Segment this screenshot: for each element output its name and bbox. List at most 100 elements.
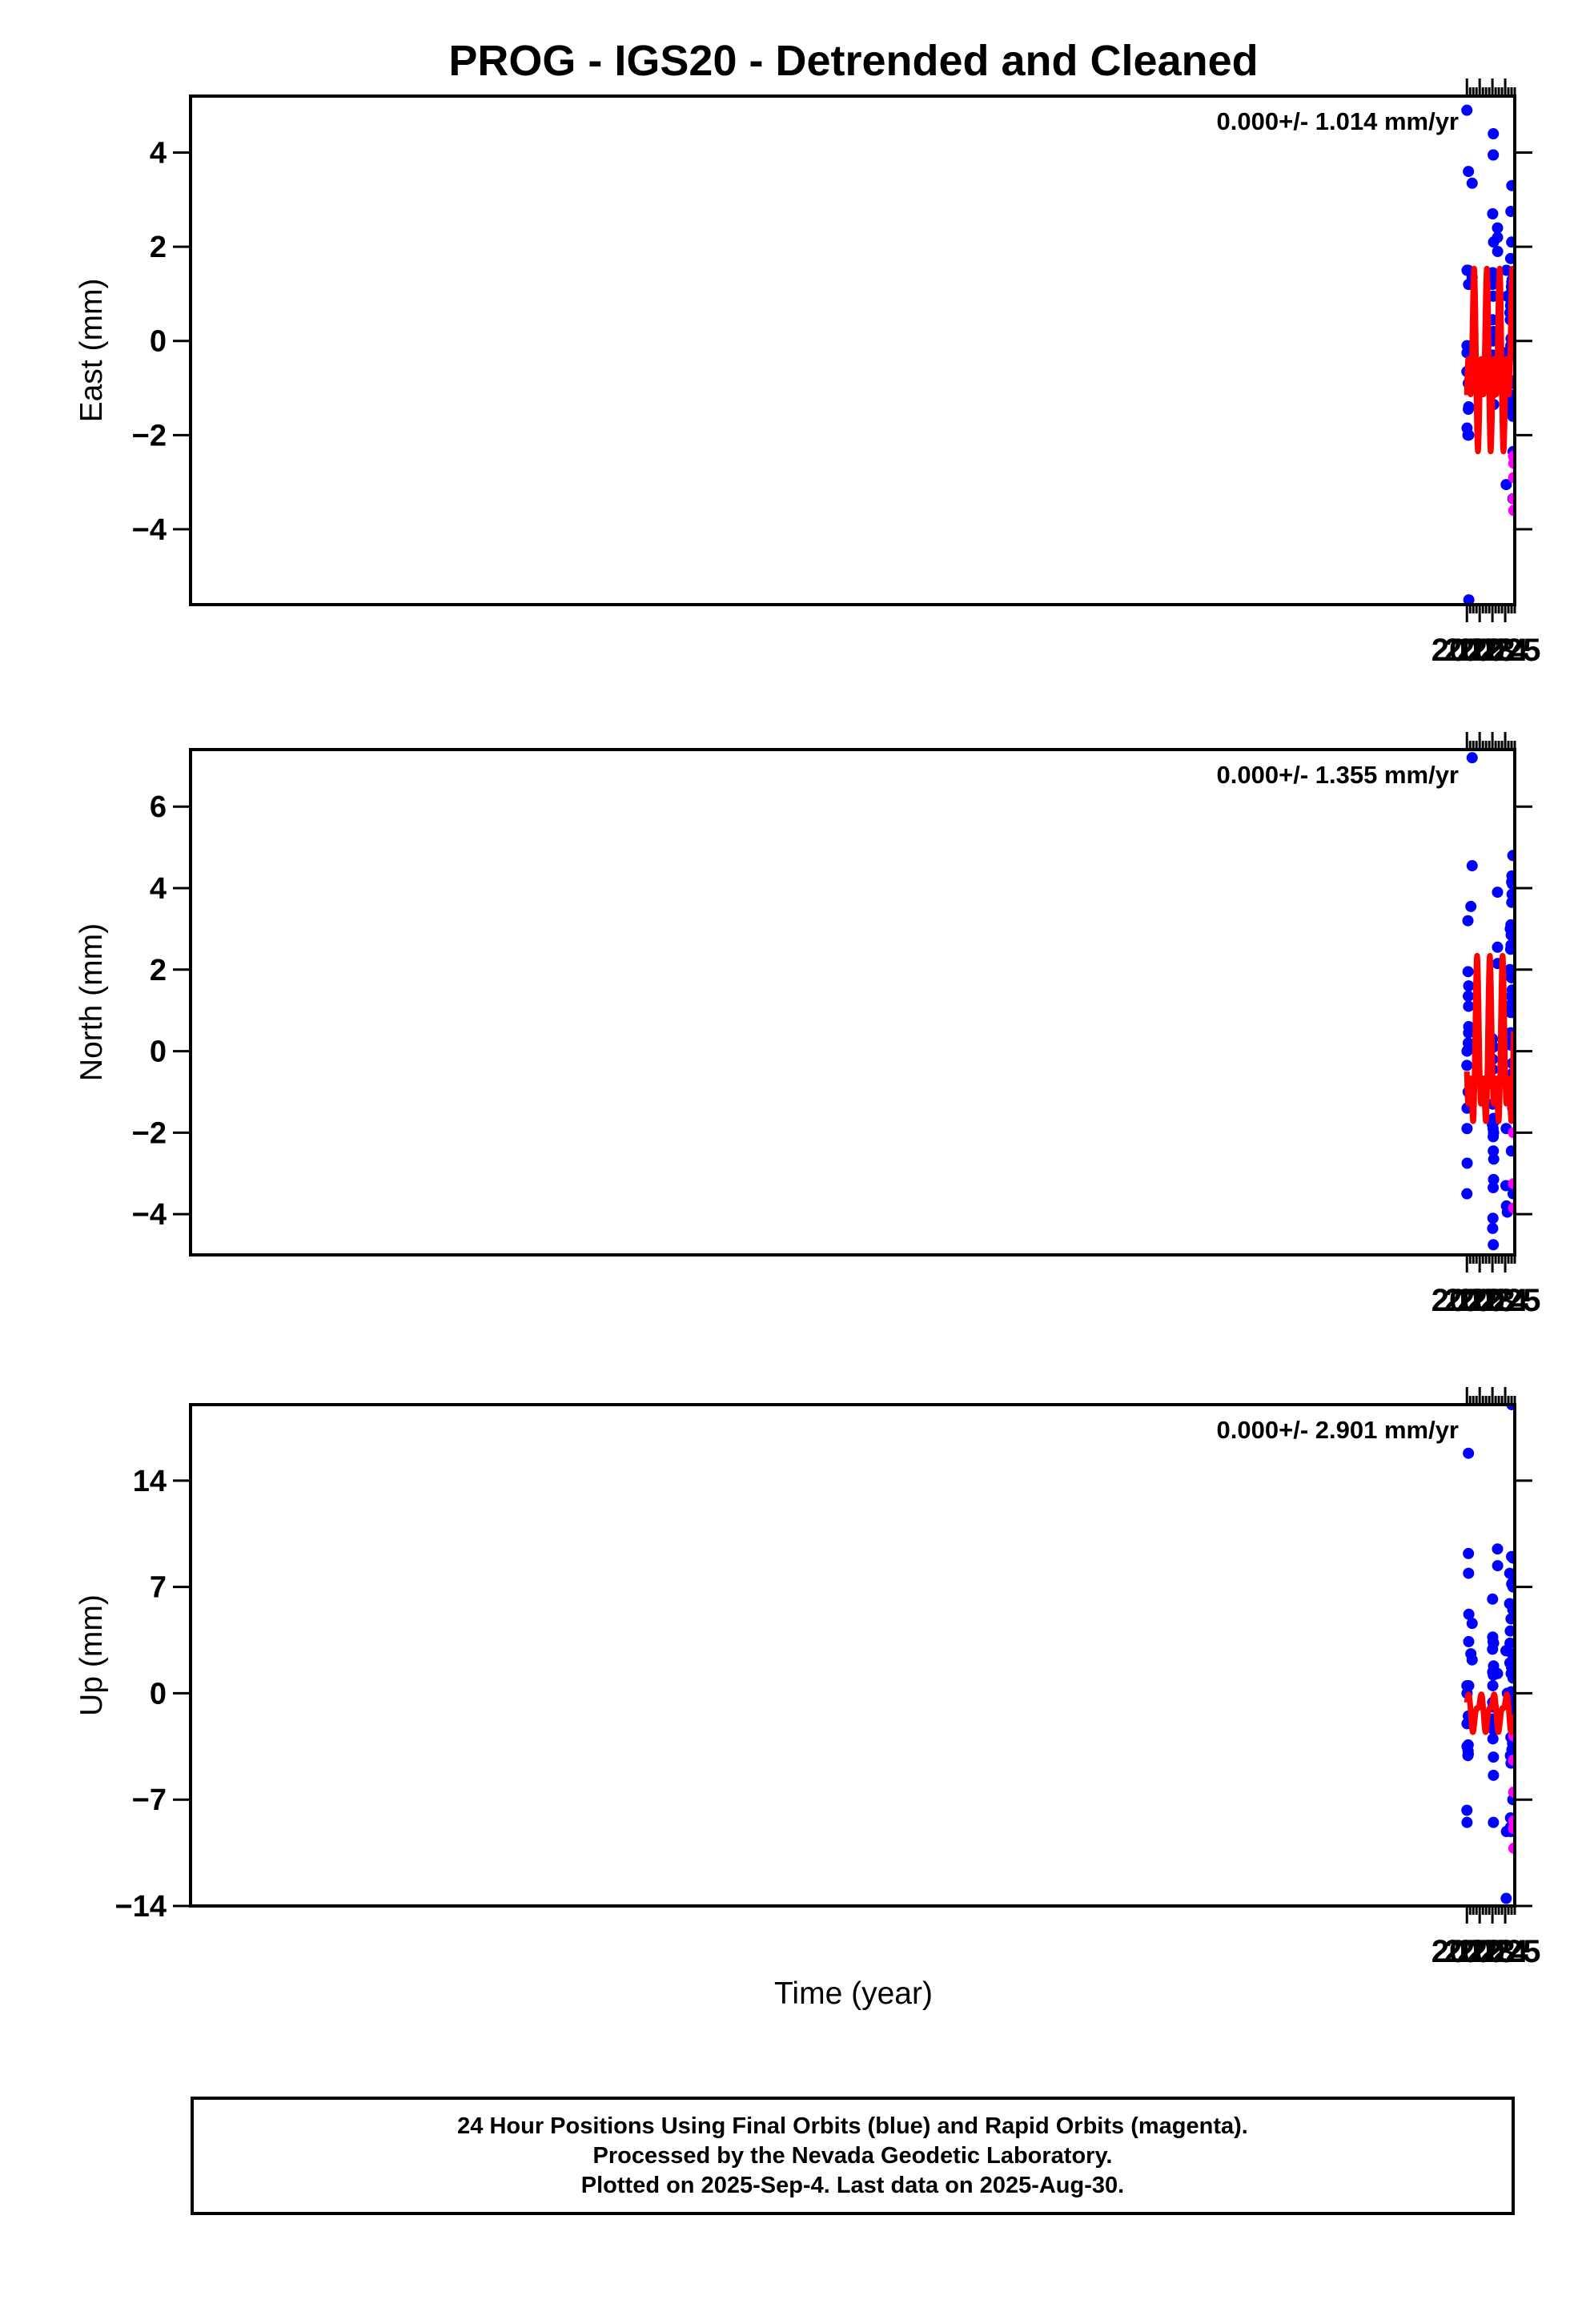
data-point [1488, 1816, 1500, 1828]
plot-frame [189, 1403, 1516, 1908]
data-point [1488, 149, 1500, 161]
y-axis-label: Up (mm) [74, 1594, 109, 1716]
data-point [1463, 980, 1475, 992]
y-tick-label: 2 [150, 231, 167, 264]
data-point [1462, 966, 1474, 978]
data-point [1463, 166, 1475, 178]
data-point [1506, 1648, 1515, 1660]
data-point [1487, 1222, 1499, 1234]
footer-line-3: Plotted on 2025-Sep-4. Last data on 2025… [580, 2172, 1125, 2198]
data-point [1463, 1567, 1475, 1579]
x-axis-label: Time (year) [774, 1976, 933, 2011]
data-point [1492, 246, 1504, 258]
data-point [1463, 990, 1475, 1002]
footer-line-1: 24 Hour Positions Using Final Orbits (bl… [457, 2113, 1248, 2139]
data-point [1487, 1733, 1499, 1745]
data-point [1487, 1212, 1499, 1224]
data-point [1463, 1447, 1475, 1459]
data-point [1488, 1127, 1500, 1139]
y-axis-label: North (mm) [74, 923, 109, 1081]
data-point [1508, 1786, 1515, 1798]
data-point [1462, 1739, 1474, 1751]
x-tick-label: 2024 [1457, 1283, 1529, 1318]
seasonal-model-curve [1464, 953, 1515, 1124]
data-point [1487, 207, 1499, 219]
data-point [1507, 410, 1515, 422]
data-point [1508, 1127, 1515, 1139]
x-tick-label: 2022 [1431, 1283, 1503, 1318]
x-tick-label: 2025 [1470, 633, 1541, 668]
data-point [1492, 941, 1504, 953]
seasonal-model-curve [1464, 265, 1515, 455]
figure-title: PROG - IGS20 - Detrended and Cleaned [448, 37, 1258, 85]
data-point [1504, 1637, 1515, 1649]
data-point [1466, 860, 1478, 872]
data-point [1507, 1672, 1515, 1684]
y-tick-label: 2 [150, 954, 167, 987]
x-tick-label: 2023 [1444, 1934, 1516, 1969]
data-point [1505, 206, 1515, 218]
data-point [1507, 1007, 1515, 1019]
x-tick-label: 2025 [1470, 1283, 1541, 1318]
data-point [1505, 939, 1515, 951]
rate-annotation: 0.000+/- 1.014 mm/yr [1217, 107, 1459, 135]
rate-annotation: 0.000+/- 2.901 mm/yr [1217, 1416, 1459, 1444]
data-point [1463, 401, 1475, 413]
data-point [1488, 1769, 1500, 1781]
data-point [1488, 1637, 1500, 1649]
y-tick-label: 6 [150, 790, 167, 824]
x-tick-label: 2023 [1444, 1283, 1516, 1318]
y-tick-label: 14 [133, 1465, 167, 1498]
data-point [1466, 752, 1478, 764]
data-point [1461, 1123, 1473, 1135]
data-point [1488, 1153, 1500, 1165]
data-point [1500, 1892, 1512, 1904]
y-tick-label: −4 [132, 1198, 167, 1232]
data-point [1463, 1608, 1475, 1620]
data-point [1488, 1173, 1500, 1185]
plot-frame [189, 748, 1516, 1256]
footer-line-2: Processed by the Nevada Geodetic Laborat… [592, 2142, 1113, 2169]
plot-area [1461, 752, 1515, 1251]
y-tick-label: 7 [150, 1571, 167, 1605]
y-tick-label: 0 [150, 1035, 167, 1069]
data-point [1507, 878, 1515, 890]
data-point [1506, 984, 1515, 996]
data-point [1506, 1660, 1515, 1672]
data-point [1461, 1059, 1473, 1072]
x-tick-label: 2024 [1457, 1934, 1529, 1969]
data-point [1488, 1182, 1500, 1194]
y-tick-label: 0 [150, 1677, 167, 1711]
data-point [1463, 1021, 1475, 1033]
rate-annotation: 0.000+/- 1.355 mm/yr [1217, 761, 1459, 789]
data-point [1508, 472, 1515, 484]
data-point [1492, 222, 1504, 234]
plot-area [1461, 1405, 1515, 1904]
data-point [1507, 1604, 1515, 1616]
y-tick-label: 4 [150, 137, 167, 171]
data-point [1466, 177, 1478, 189]
x-tick-label: 2025 [1470, 1934, 1541, 1969]
footer-box: 24 Hour Positions Using Final Orbits (bl… [191, 2097, 1515, 2215]
y-tick-label: 0 [150, 325, 167, 359]
data-point [1466, 1618, 1478, 1630]
y-tick-label: −2 [132, 419, 167, 452]
data-point [1461, 1188, 1473, 1200]
data-point [1492, 887, 1504, 899]
data-point [1504, 1567, 1515, 1579]
data-point [1508, 505, 1515, 517]
data-point [1492, 1667, 1504, 1679]
data-point [1507, 850, 1515, 862]
x-tick-label: 2022 [1431, 1934, 1503, 1969]
data-point [1463, 1043, 1475, 1055]
plot-frame [189, 94, 1516, 606]
data-point [1461, 1157, 1473, 1169]
data-point [1492, 231, 1504, 243]
data-point [1492, 1560, 1504, 1572]
data-point [1466, 1654, 1478, 1666]
data-point [1508, 493, 1515, 505]
